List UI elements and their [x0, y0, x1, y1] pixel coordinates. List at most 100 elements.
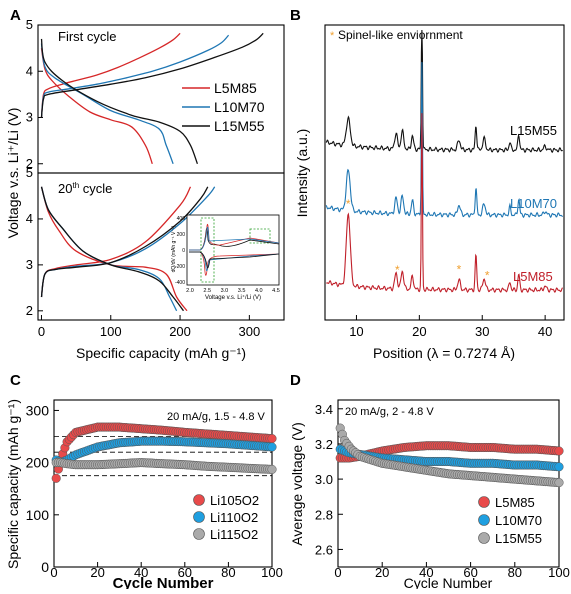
- spinel-marker-star: *: [485, 269, 490, 283]
- star-legend-label: Spinel-like enviornment: [338, 28, 463, 42]
- inset-x-tick-label: 2.5: [203, 288, 211, 294]
- y-tick-label: 2.6: [315, 542, 333, 557]
- legend-label-l15m55: L15M55: [214, 118, 265, 134]
- curve-l5m85-discharge: [40, 186, 188, 312]
- panel-d-legend: L5M85 L10M70 L15M55: [478, 495, 542, 546]
- curve-l15m55-charge: [40, 186, 209, 298]
- data-point-li110o2: [267, 442, 277, 452]
- panel-letter-b: B: [290, 7, 301, 24]
- inset-x-tick-label: 3.0: [221, 288, 229, 294]
- inset-highlight-box-high: [249, 228, 271, 244]
- legend-label-li110o2: Li110O2: [210, 510, 258, 525]
- panel-a-top-annotation: First cycle: [58, 29, 117, 44]
- panel-letter-d: D: [290, 372, 301, 389]
- panel-d-x-tick-label: 40: [419, 565, 433, 580]
- inset-ylabel: dQ/dV (mAh g⁻¹ V⁻¹): [171, 225, 177, 272]
- inset-x-tick-label: 4.5: [272, 288, 280, 294]
- y-tick-label: 3: [26, 110, 33, 125]
- y-tick-label: 300: [26, 402, 50, 418]
- bottom-tick-labels: 0 20 40 60 80 100 0 20 40 60 80 100: [50, 565, 569, 580]
- curve-l15m55-charge: [40, 32, 264, 118]
- xrd-pattern-l15m55: [325, 29, 563, 154]
- panel-b: * Spinel-like enviornment Intensity (a.u…: [294, 24, 565, 361]
- panel-d-annotation: 20 mA/g, 2 - 4.8 V: [345, 406, 434, 418]
- panel-d-x-tick-label: 0: [334, 565, 341, 580]
- panel-d-ylabel: Average voltage (V): [289, 422, 305, 545]
- y-tick-label: 5: [26, 165, 33, 180]
- y-tick-label: 4: [26, 211, 33, 226]
- panel-d-xlabel: Cycle Number: [404, 575, 493, 589]
- panel-d-x-tick-label: 80: [508, 565, 522, 580]
- panel-c-ylabel: Specific capacity (mAh g⁻¹): [5, 399, 21, 569]
- panel-letter-c: C: [10, 372, 21, 389]
- inset-frame: [186, 214, 280, 286]
- x-tick-label: 40: [538, 324, 552, 339]
- inset-curve-charge-blue: [189, 226, 280, 251]
- panel-c-x-tick-label: 40: [134, 565, 148, 580]
- xrd-label-l15m55: L15M55: [510, 123, 557, 138]
- inset-y-tick-label: 400: [177, 216, 186, 222]
- legend-label-l15m55-d: L15M55: [495, 531, 542, 546]
- y-tick-label: 3.0: [315, 472, 333, 487]
- inset-x-tick-label: 4.0: [255, 288, 263, 294]
- curve-l5m85-discharge: [40, 48, 153, 165]
- x-tick-label: 20: [412, 324, 426, 339]
- y-tick-label: 5: [26, 17, 33, 32]
- panel-a-bottom-frame: [37, 172, 285, 321]
- legend-marker-li110o2: [193, 511, 205, 523]
- y-tick-label: 3.4: [315, 402, 333, 417]
- legend-marker-l10m70-d: [478, 514, 490, 526]
- inset-y-tick-label: 200: [177, 232, 186, 238]
- x-tick-label: 200: [169, 324, 191, 339]
- panel-c-x-tick-label: 20: [90, 565, 104, 580]
- panel-a-ylabel: Voltage v.s. Li⁺/Li (V): [5, 108, 21, 239]
- y-tick-label: 2.8: [315, 507, 333, 522]
- y-tick-label: 2: [26, 156, 33, 171]
- panel-a-legend: L5M85 L10M70 L15M55: [182, 80, 265, 134]
- panel-c-x-tick-label: 100: [261, 565, 283, 580]
- data-point-l15m55: [554, 478, 564, 488]
- inset-curve-discharge-red: [189, 251, 280, 276]
- legend-label-li115o2: Li115O2: [210, 527, 258, 542]
- curve-l5m85-charge: [40, 186, 192, 298]
- xrd-pattern-l10m70: [325, 62, 564, 219]
- legend-marker-l5m85-d: [478, 496, 490, 508]
- inset-curve-discharge-black: [189, 251, 280, 269]
- legend-label-l5m85: L5M85: [214, 80, 257, 96]
- panel-b-ylabel: Intensity (a.u.): [294, 129, 310, 218]
- panel-c-frame: [53, 399, 273, 568]
- data-point-li105o2: [51, 473, 61, 483]
- panel-b-xlabel: Position (λ = 0.7274 Å): [373, 345, 515, 361]
- panel-c-x-tick-label: 80: [221, 565, 235, 580]
- inset-xlabel: Voltage v.s. Li⁺/Li (V): [205, 294, 261, 301]
- inset-y-tick-label: -400: [175, 280, 185, 286]
- curve-l10m70-charge: [40, 34, 230, 118]
- panel-a: First cycle 20th cycle Voltage v.s. Li⁺/…: [5, 17, 285, 361]
- inset-x-tick-label: 2.0: [186, 288, 194, 294]
- panel-b-frame: [324, 24, 565, 321]
- legend-label-l10m70-d: L10M70: [495, 513, 542, 528]
- legend-label-l5m85-d: L5M85: [495, 495, 535, 510]
- y-tick-label: 3: [26, 257, 33, 272]
- xrd-label-l5m85: L5M85: [513, 269, 553, 284]
- panel-c-xlabel: Cycle Number: [113, 575, 214, 589]
- legend-label-l10m70: L10M70: [214, 99, 265, 115]
- y-tick-label: 4: [26, 63, 33, 78]
- spinel-marker-star: *: [395, 263, 400, 277]
- curve-l10m70-discharge: [40, 43, 174, 165]
- y-tick-label: 200: [26, 455, 50, 471]
- data-point-li115o2: [267, 464, 277, 474]
- inset-y-tick-label: -200: [175, 264, 185, 270]
- panel-c: 20 mA/g, 1.5 - 4.8 V Specific capacity (…: [5, 399, 277, 592]
- x-tick-label: 0: [38, 324, 45, 339]
- panel-d-x-tick-label: 20: [375, 565, 389, 580]
- legend-marker-li105o2: [193, 494, 205, 506]
- y-tick-label: 2: [26, 303, 33, 318]
- x-tick-label: 300: [239, 324, 261, 339]
- panel-d: 20 mA/g, 2 - 4.8 V Average voltage (V) C…: [289, 399, 564, 591]
- x-tick-label: 10: [349, 324, 363, 339]
- x-tick-label: 30: [475, 324, 489, 339]
- panel-a-xlabel: Specific capacity (mAh g⁻¹): [76, 345, 246, 361]
- panel-c-x-tick-label: 60: [178, 565, 192, 580]
- inset-y-tick-label: 0: [182, 248, 185, 254]
